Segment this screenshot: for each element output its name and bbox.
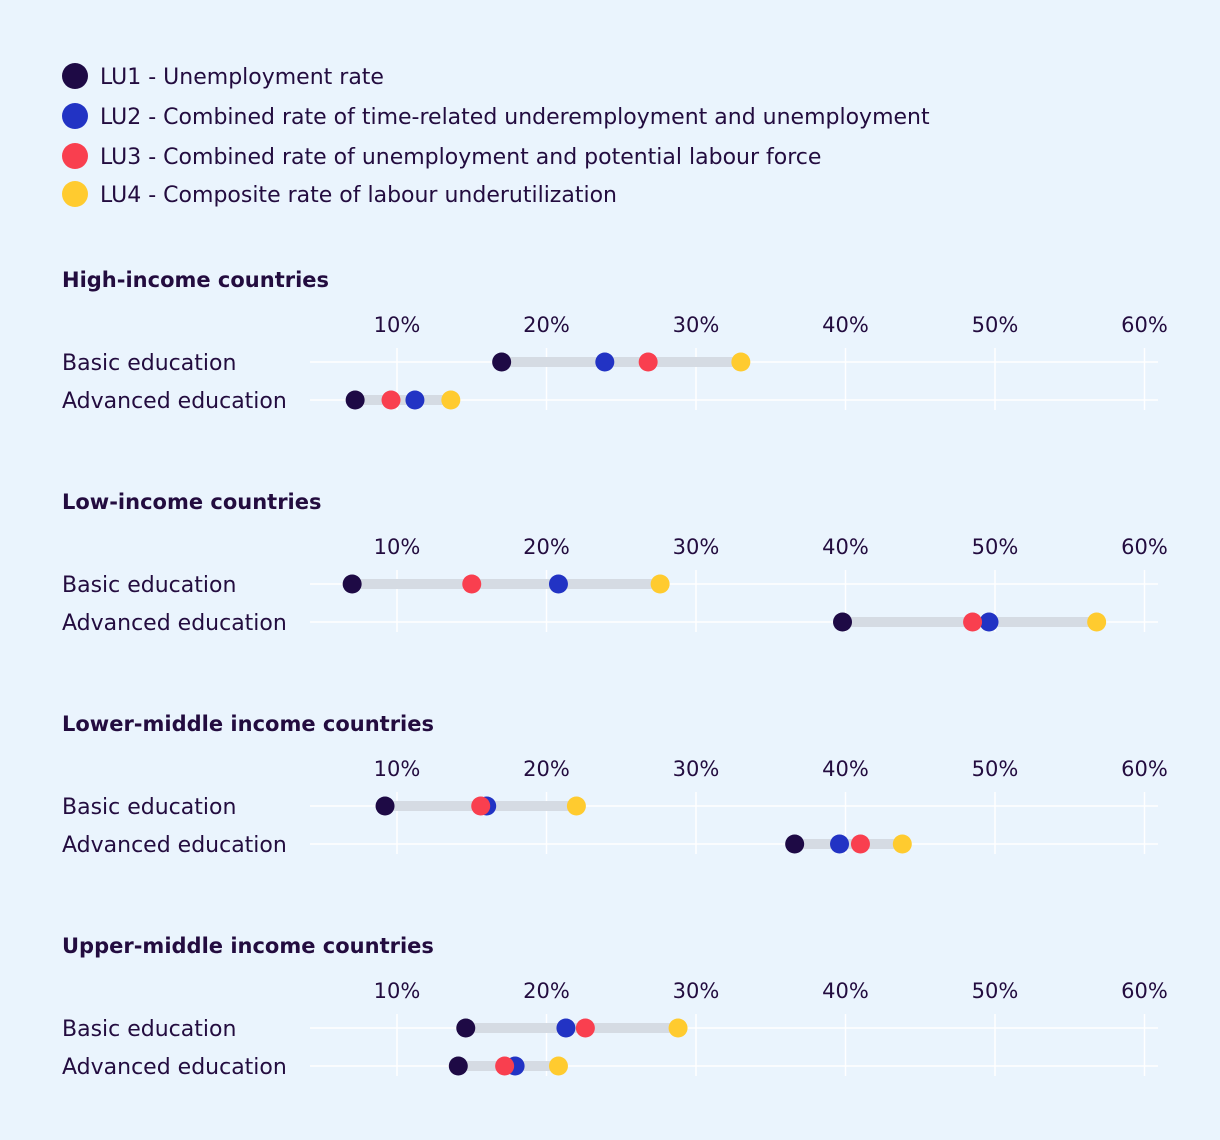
data-point-lu2 <box>548 574 568 594</box>
legend-marker-lu3 <box>62 143 88 169</box>
data-point-lu1 <box>456 1018 476 1038</box>
row-label: Basic education <box>62 351 236 376</box>
data-point-lu2 <box>595 352 615 372</box>
data-point-lu3 <box>575 1018 595 1038</box>
data-point-lu1 <box>785 834 805 854</box>
data-point-lu4 <box>441 390 461 410</box>
x-tick-label: 30% <box>673 979 720 1003</box>
data-point-lu4 <box>1087 612 1107 632</box>
x-tick-label: 40% <box>822 313 869 337</box>
data-point-lu3 <box>850 834 870 854</box>
data-point-lu4 <box>892 834 912 854</box>
data-point-lu1 <box>342 574 362 594</box>
data-point-lu2 <box>979 612 999 632</box>
legend-marker-lu1 <box>62 63 88 89</box>
legend-label-lu2: LU2 - Combined rate of time-related unde… <box>100 105 930 130</box>
data-point-lu1 <box>448 1056 468 1076</box>
x-tick-label: 40% <box>822 757 869 781</box>
x-tick-label: 10% <box>374 979 421 1003</box>
x-tick-label: 30% <box>673 313 720 337</box>
x-tick-label: 10% <box>374 535 421 559</box>
panel-title: Lower-middle income countries <box>62 712 434 736</box>
data-point-lu4 <box>650 574 670 594</box>
data-point-lu2 <box>556 1018 576 1038</box>
legend-label-lu4: LU4 - Composite rate of labour underutil… <box>100 183 617 208</box>
legend-marker-lu4 <box>62 181 88 207</box>
data-point-lu2 <box>405 390 425 410</box>
x-tick-label: 50% <box>972 979 1019 1003</box>
x-tick-label: 40% <box>822 535 869 559</box>
x-tick-label: 60% <box>1121 313 1168 337</box>
data-point-lu3 <box>963 612 983 632</box>
x-tick-label: 20% <box>523 313 570 337</box>
x-tick-label: 20% <box>523 757 570 781</box>
x-tick-label: 10% <box>374 757 421 781</box>
x-tick-label: 50% <box>972 313 1019 337</box>
row-label: Basic education <box>62 1017 236 1042</box>
row-label: Advanced education <box>62 1055 287 1080</box>
panel-title: High-income countries <box>62 268 329 292</box>
row-label: Advanced education <box>62 833 287 858</box>
data-point-lu4 <box>668 1018 688 1038</box>
panel-title: Upper-middle income countries <box>62 934 434 958</box>
x-tick-label: 40% <box>822 979 869 1003</box>
x-tick-label: 30% <box>673 757 720 781</box>
data-point-lu3 <box>471 796 491 816</box>
x-tick-label: 50% <box>972 535 1019 559</box>
legend-label-lu3: LU3 - Combined rate of unemployment and … <box>100 145 821 170</box>
x-tick-label: 60% <box>1121 535 1168 559</box>
data-point-lu1 <box>375 796 395 816</box>
x-tick-label: 20% <box>523 979 570 1003</box>
legend-label-lu1: LU1 - Unemployment rate <box>100 65 384 90</box>
data-point-lu2 <box>830 834 850 854</box>
panel-title: Low-income countries <box>62 490 322 514</box>
data-point-lu4 <box>566 796 586 816</box>
data-point-lu3 <box>381 390 401 410</box>
data-point-lu4 <box>548 1056 568 1076</box>
data-point-lu3 <box>638 352 658 372</box>
x-tick-label: 50% <box>972 757 1019 781</box>
x-tick-label: 20% <box>523 535 570 559</box>
x-tick-label: 60% <box>1121 979 1168 1003</box>
data-point-lu3 <box>462 574 482 594</box>
x-tick-label: 60% <box>1121 757 1168 781</box>
row-label: Basic education <box>62 573 236 598</box>
row-label: Advanced education <box>62 611 287 636</box>
legend-marker-lu2 <box>62 103 88 129</box>
x-tick-label: 30% <box>673 535 720 559</box>
data-point-lu3 <box>495 1056 515 1076</box>
x-tick-label: 10% <box>374 313 421 337</box>
data-point-lu1 <box>492 352 512 372</box>
data-point-lu1 <box>833 612 853 632</box>
row-label: Basic education <box>62 795 236 820</box>
data-point-lu4 <box>731 352 751 372</box>
data-point-lu1 <box>345 390 365 410</box>
row-label: Advanced education <box>62 389 287 414</box>
